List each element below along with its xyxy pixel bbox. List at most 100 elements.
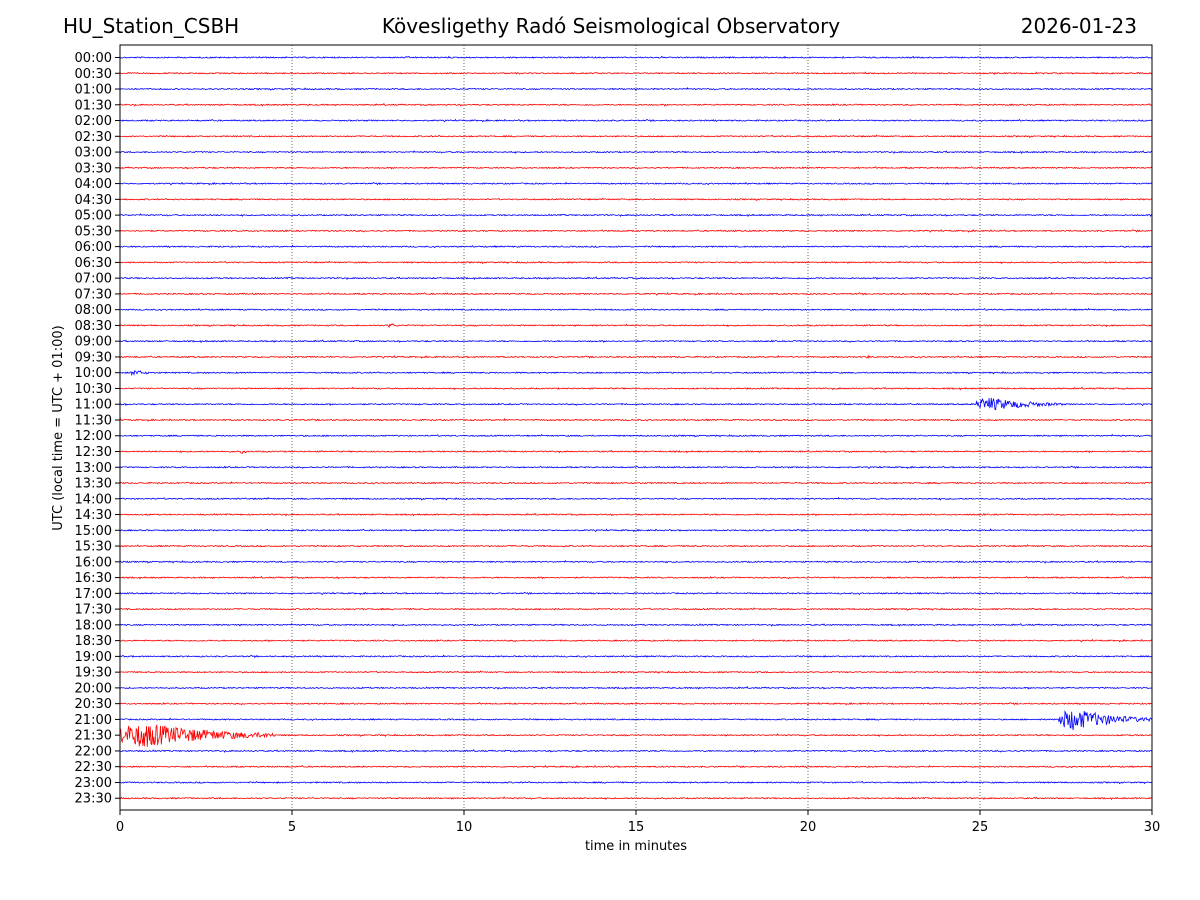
plot-frame — [119, 44, 1153, 811]
y-axis-label: UTC (local time = UTC + 01:00) — [51, 325, 66, 530]
y-axis-ticks: 00:0000:3001:0001:3002:0002:3003:0003:30… — [75, 51, 120, 807]
x-tick-label: 0 — [116, 820, 124, 835]
trace-0600 — [119, 244, 1153, 249]
y-tick-label: 18:30 — [75, 634, 112, 649]
trace-2330 — [119, 796, 1153, 801]
y-tick-label: 08:00 — [75, 303, 112, 318]
x-tick-label: 30 — [1144, 820, 1161, 835]
y-tick-label: 14:00 — [75, 492, 112, 507]
trace-0330 — [119, 166, 1153, 170]
y-tick-label: 05:30 — [75, 224, 112, 239]
record-date: 2026-01-23 — [1020, 14, 1137, 38]
trace-1730 — [119, 607, 1153, 611]
y-tick-label: 18:00 — [75, 618, 112, 633]
y-tick-label: 23:30 — [75, 792, 112, 807]
y-tick-label: 10:00 — [75, 366, 112, 381]
trace-2030 — [119, 701, 1153, 706]
trace-1630 — [119, 575, 1153, 580]
y-tick-label: 23:00 — [75, 776, 112, 791]
station-name: HU_Station_CSBH — [63, 14, 240, 38]
y-tick-label: 01:00 — [75, 83, 112, 98]
y-tick-label: 06:30 — [75, 256, 112, 271]
trace-1530 — [119, 544, 1153, 548]
trace-1930 — [119, 670, 1153, 674]
trace-2000 — [119, 686, 1153, 690]
y-tick-label: 05:00 — [75, 209, 112, 224]
y-tick-label: 15:30 — [75, 540, 112, 555]
grid-lines — [291, 45, 981, 810]
trace-0130 — [119, 102, 1153, 107]
trace-1700 — [119, 591, 1153, 596]
trace-0930 — [119, 354, 1153, 359]
observatory-title: Kövesligethy Radó Seismological Observat… — [381, 14, 841, 38]
trace-1800 — [119, 622, 1153, 627]
x-tick-label: 15 — [628, 820, 645, 835]
y-tick-label: 10:30 — [75, 382, 112, 397]
trace-1030 — [119, 386, 1153, 391]
trace-0030 — [119, 71, 1153, 75]
y-tick-label: 04:00 — [75, 177, 112, 192]
y-tick-label: 12:30 — [75, 445, 112, 460]
trace-0800 — [119, 307, 1153, 312]
y-tick-label: 03:30 — [75, 161, 112, 176]
x-tick-label: 20 — [800, 820, 817, 835]
y-tick-label: 19:30 — [75, 666, 112, 681]
y-tick-label: 16:30 — [75, 571, 112, 586]
y-tick-label: 02:00 — [75, 114, 112, 129]
trace-2300 — [119, 780, 1153, 785]
trace-2230 — [119, 764, 1153, 769]
y-tick-label: 21:00 — [75, 713, 112, 728]
trace-0500 — [119, 213, 1153, 218]
y-tick-label: 14:30 — [75, 508, 112, 523]
y-tick-label: 11:30 — [75, 413, 112, 428]
y-tick-label: 08:30 — [75, 319, 112, 334]
y-tick-label: 11:00 — [75, 398, 112, 413]
trace-1430 — [119, 512, 1153, 517]
y-tick-label: 17:30 — [75, 603, 112, 618]
trace-1500 — [119, 528, 1153, 533]
y-tick-label: 07:00 — [75, 272, 112, 287]
trace-0000 — [119, 55, 1153, 59]
y-tick-label: 21:30 — [75, 729, 112, 744]
trace-1100 — [119, 397, 1153, 410]
trace-1400 — [119, 496, 1153, 501]
y-tick-label: 03:00 — [75, 146, 112, 161]
y-tick-label: 15:00 — [75, 524, 112, 539]
seismic-traces — [119, 55, 1153, 801]
y-tick-label: 01:30 — [75, 98, 112, 113]
y-tick-label: 00:30 — [75, 67, 112, 82]
trace-0530 — [119, 229, 1153, 233]
y-tick-label: 06:00 — [75, 240, 112, 255]
x-tick-label: 25 — [972, 820, 989, 835]
y-tick-label: 12:00 — [75, 429, 112, 444]
trace-1330 — [119, 480, 1153, 485]
y-tick-label: 20:30 — [75, 697, 112, 712]
trace-0700 — [119, 276, 1153, 281]
trace-1000 — [119, 370, 1153, 377]
trace-1230 — [119, 449, 1153, 454]
y-tick-label: 13:00 — [75, 461, 112, 476]
y-tick-label: 02:30 — [75, 130, 112, 145]
y-tick-label: 17:00 — [75, 587, 112, 602]
x-tick-label: 5 — [288, 820, 296, 835]
y-tick-label: 13:30 — [75, 477, 112, 492]
y-tick-label: 22:30 — [75, 760, 112, 775]
trace-0200 — [119, 118, 1153, 123]
trace-2200 — [119, 749, 1153, 753]
trace-2100 — [119, 709, 1153, 731]
y-tick-label: 19:00 — [75, 650, 112, 665]
y-tick-label: 09:00 — [75, 335, 112, 350]
y-tick-label: 22:00 — [75, 744, 112, 759]
trace-0100 — [119, 87, 1153, 91]
trace-0630 — [119, 260, 1153, 265]
y-tick-label: 20:00 — [75, 681, 112, 696]
trace-0300 — [119, 150, 1153, 155]
x-axis-ticks: 0 5 10 15 20 25 30 — [116, 810, 1160, 835]
trace-0730 — [119, 291, 1153, 296]
trace-1900 — [119, 654, 1153, 659]
trace-0400 — [119, 181, 1153, 186]
trace-1600 — [119, 559, 1153, 564]
trace-1130 — [119, 417, 1153, 422]
y-tick-label: 00:00 — [75, 51, 112, 66]
